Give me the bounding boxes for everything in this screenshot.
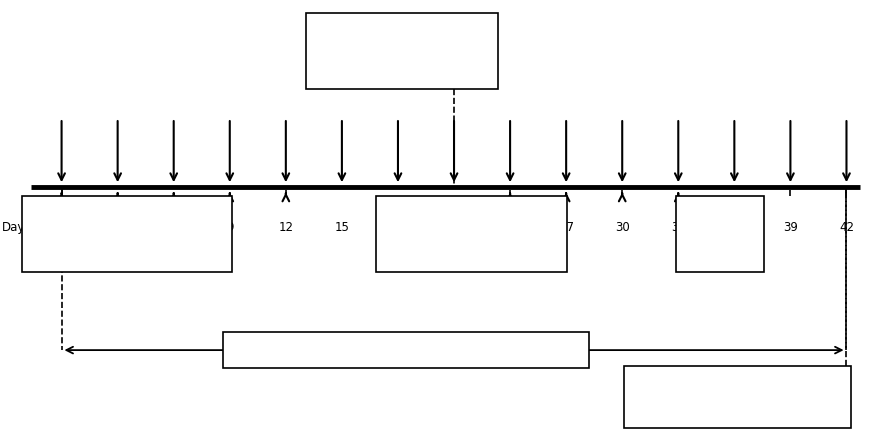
FancyBboxPatch shape: [223, 332, 589, 368]
Text: 21: 21: [446, 221, 461, 234]
Text: 9: 9: [226, 221, 233, 234]
Text: Food uptake and body weight measurements: Food uptake and body weight measurements: [272, 343, 540, 357]
Text: 3: 3: [114, 221, 121, 234]
Text: 18: 18: [390, 221, 405, 234]
Text: 2.5mg/kg cisplatin
Intraperitoneal injection: 2.5mg/kg cisplatin Intraperitoneal injec…: [400, 220, 543, 248]
Text: 39: 39: [783, 221, 798, 234]
Text: 30: 30: [615, 221, 630, 234]
Text: 33: 33: [671, 221, 686, 234]
Text: Blood sampling
TA/EDL/SOL muscle harvest: Blood sampling TA/EDL/SOL muscle harvest: [656, 383, 819, 411]
Text: 12: 12: [278, 221, 293, 234]
Text: 15: 15: [334, 221, 349, 234]
Text: Day: Day: [2, 221, 25, 234]
FancyBboxPatch shape: [375, 196, 567, 272]
Text: 2.5mg/kg cisplatin
Intraperitoneal injection: 2.5mg/kg cisplatin Intraperitoneal injec…: [55, 220, 198, 248]
Text: 42: 42: [839, 221, 854, 234]
FancyBboxPatch shape: [22, 196, 232, 272]
Text: 1, 5, 10 mg/kg magnolol
Intraperitoneal injection: 1, 5, 10 mg/kg magnolol Intraperitoneal …: [330, 37, 474, 65]
Text: 6: 6: [170, 221, 177, 234]
Text: Grip
tests: Grip tests: [705, 220, 735, 248]
Text: 27: 27: [559, 221, 574, 234]
FancyBboxPatch shape: [306, 13, 497, 89]
FancyBboxPatch shape: [676, 196, 764, 272]
FancyBboxPatch shape: [624, 366, 851, 428]
Text: 0: 0: [58, 221, 65, 234]
Text: 24: 24: [503, 221, 517, 234]
Text: 36: 36: [727, 221, 742, 234]
